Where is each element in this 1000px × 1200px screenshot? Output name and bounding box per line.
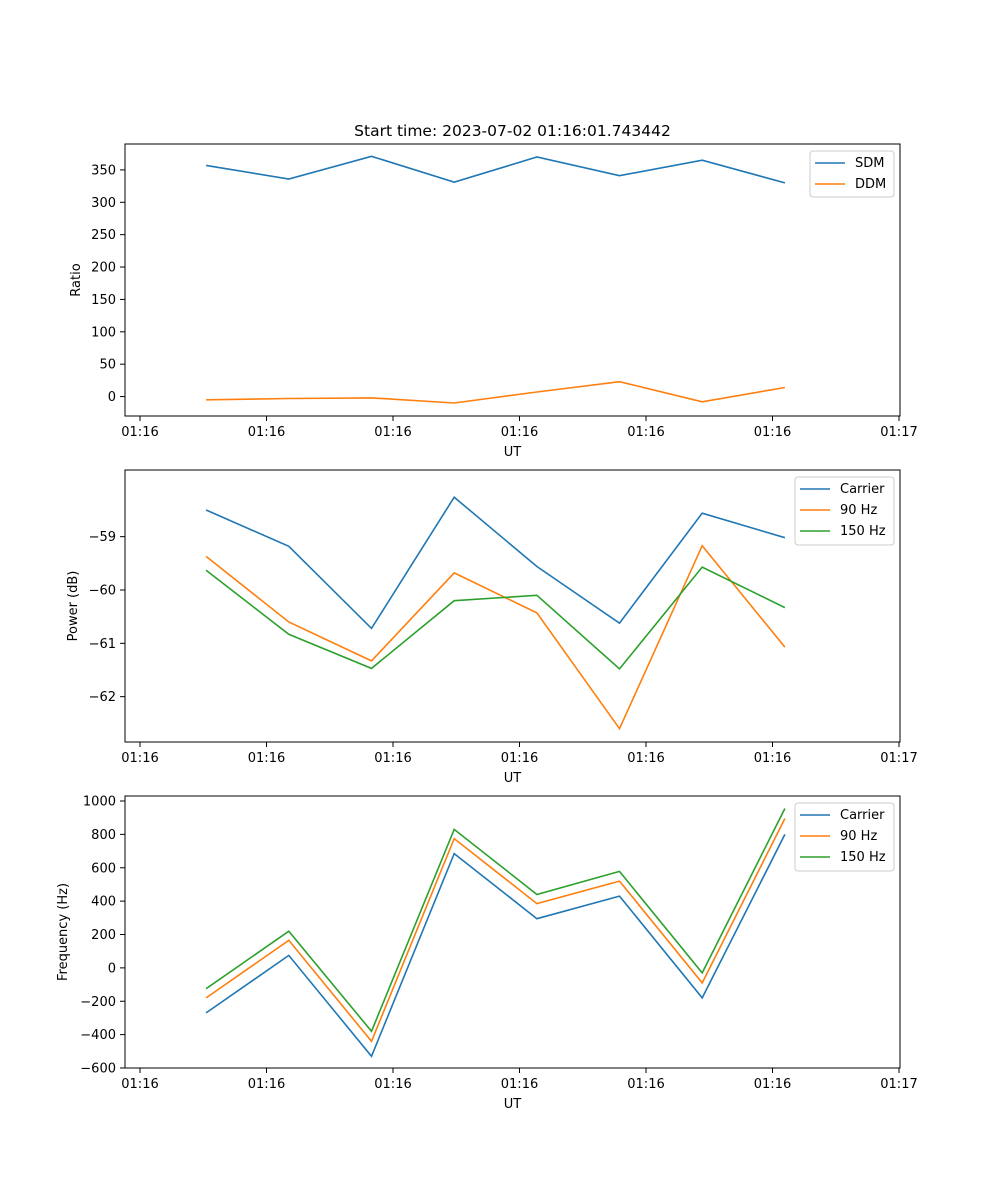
legend: Carrier 90 Hz 150 Hz [794, 802, 895, 872]
y-tick-label: −59 [89, 530, 116, 545]
series-line-90hz [205, 544, 786, 731]
legend-label-150hz: 150 Hz [840, 850, 886, 865]
legend: Carrier 90 Hz 150 Hz [794, 476, 895, 546]
y-tick-label: −60 [89, 584, 116, 599]
series-line-150hz [205, 566, 786, 671]
x-tick-label: 01:16 [754, 425, 791, 440]
y-tick-label: 0 [108, 390, 116, 405]
y-axis-label: Power (dB) [66, 571, 81, 642]
ratio-panel: Start time: 2023-07-02 01:16:01.743442 0… [69, 122, 918, 460]
x-tick-label: 01:17 [880, 751, 917, 766]
y-tick-label: 350 [91, 163, 116, 178]
legend-frame [794, 802, 895, 872]
y-tick-label: 250 [91, 228, 116, 243]
x-axis-ticks: 01:16 01:16 01:16 01:16 01:16 01:16 01:17 [121, 1068, 918, 1092]
x-tick-label: 01:16 [627, 751, 664, 766]
x-tick-label: 01:16 [248, 1077, 285, 1092]
legend-label-90hz: 90 Hz [840, 503, 877, 518]
legend: SDM DDM [809, 150, 895, 198]
legend-label-ddm: DDM [855, 177, 886, 192]
y-tick-label: −600 [80, 1062, 116, 1077]
x-tick-label: 01:16 [501, 751, 538, 766]
legend-label-carrier: Carrier [840, 808, 885, 823]
y-tick-label: −400 [80, 1028, 116, 1043]
series-layer [205, 495, 786, 731]
power-panel: 01:16 01:16 01:16 01:16 01:16 01:16 01:17 −62−… [66, 469, 918, 786]
y-tick-label: −62 [89, 690, 116, 705]
series-line-90hz [205, 818, 786, 1043]
y-tick-label: 400 [91, 895, 116, 910]
series-line-sdm [205, 155, 786, 184]
series-layer [205, 155, 786, 404]
x-axis-ticks: 01:16 01:16 01:16 01:16 01:16 01:16 01:17 [121, 742, 918, 766]
x-tick-label: 01:16 [121, 751, 158, 766]
y-tick-label: 800 [91, 828, 116, 843]
x-tick-label: 01:16 [627, 1077, 664, 1092]
frequency-panel: 01:16 01:16 01:16 01:16 01:16 01:16 01:17 −600… [56, 795, 918, 1112]
x-axis-label: UT [504, 1097, 522, 1112]
y-tick-label: 300 [91, 196, 116, 211]
legend-frame [794, 476, 895, 546]
y-tick-label: 100 [91, 325, 116, 340]
plot-frame [124, 795, 901, 1069]
chart-title: Start time: 2023-07-02 01:16:01.743442 [354, 122, 671, 140]
x-tick-label: 01:16 [754, 1077, 791, 1092]
legend-label-90hz: 90 Hz [840, 829, 877, 844]
series-line-ddm [206, 380, 786, 404]
y-axis-ticks: −62 −61 −60 −59 [89, 530, 125, 705]
x-tick-label: 01:16 [248, 425, 285, 440]
x-tick-label: 01:16 [754, 751, 791, 766]
x-tick-label: 01:16 [248, 751, 285, 766]
plot-frame [124, 469, 901, 743]
x-tick-label: 01:16 [374, 751, 411, 766]
x-axis-label: UT [504, 771, 522, 786]
x-tick-label: 01:17 [880, 425, 917, 440]
y-tick-label: 0 [108, 961, 116, 976]
y-tick-label: 50 [99, 358, 116, 373]
y-tick-label: 600 [91, 861, 116, 876]
x-axis-ticks: 01:16 01:16 01:16 01:16 01:16 01:16 01:17 [121, 416, 918, 440]
legend-label-carrier: Carrier [840, 482, 885, 497]
plot-frame [124, 143, 901, 417]
y-axis-label: Ratio [69, 263, 84, 296]
x-tick-label: 01:16 [121, 1077, 158, 1092]
y-axis-ticks: −600 −400 −200 0 200 400 600 800 1000 [80, 795, 125, 1077]
x-tick-label: 01:16 [374, 425, 411, 440]
y-axis-label: Frequency (Hz) [56, 883, 71, 981]
x-tick-label: 01:16 [374, 1077, 411, 1092]
x-tick-label: 01:16 [121, 425, 158, 440]
y-tick-label: 1000 [83, 795, 116, 810]
x-tick-label: 01:16 [501, 425, 538, 440]
y-tick-label: 200 [91, 261, 116, 276]
series-layer [205, 808, 786, 1058]
series-line-150hz [205, 808, 786, 1033]
series-line-carrier [205, 834, 786, 1058]
x-tick-label: 01:16 [501, 1077, 538, 1092]
y-tick-label: 150 [91, 293, 116, 308]
legend-label-sdm: SDM [855, 156, 884, 171]
x-tick-label: 01:17 [880, 1077, 917, 1092]
y-tick-label: −200 [80, 995, 116, 1010]
x-tick-label: 01:16 [627, 425, 664, 440]
y-tick-label: 200 [91, 928, 116, 943]
legend-label-150hz: 150 Hz [840, 524, 886, 539]
y-tick-label: −61 [89, 637, 116, 652]
y-axis-ticks: 0 50 100 150 200 250 300 350 [91, 163, 125, 405]
x-axis-label: UT [504, 445, 522, 460]
series-line-carrier [205, 495, 786, 630]
